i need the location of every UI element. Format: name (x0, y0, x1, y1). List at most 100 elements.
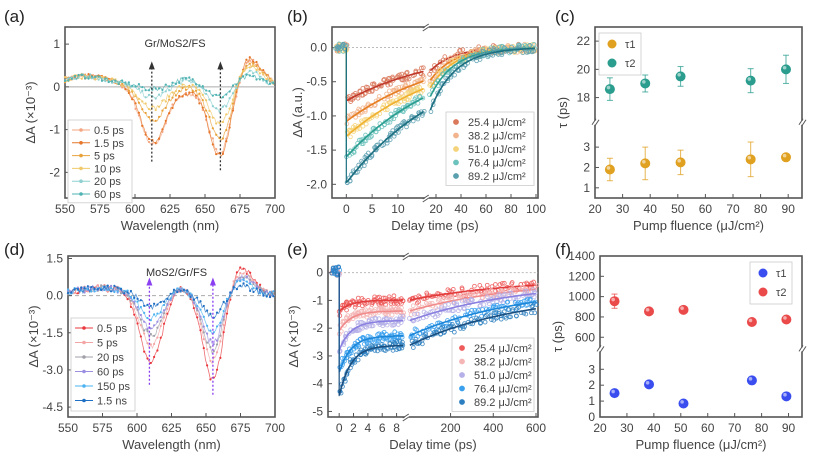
data-point (484, 282, 490, 288)
data-point (209, 312, 212, 315)
data-point (527, 43, 533, 48)
data-point (531, 41, 537, 47)
data-point (147, 140, 151, 144)
data-point (218, 121, 221, 125)
data-point (469, 307, 475, 313)
data-point (252, 279, 255, 282)
data-point (453, 63, 458, 69)
data-point (265, 290, 268, 293)
data-point (188, 85, 191, 89)
data-point (129, 299, 133, 302)
data-point (255, 70, 258, 74)
data-point (262, 72, 265, 75)
legend-marker (79, 141, 83, 145)
data-point (126, 298, 129, 301)
data-point (415, 311, 421, 317)
y-tick-label: 0 (53, 80, 60, 94)
data-point (228, 126, 231, 129)
y-axis-label: ΔA (×10⁻³) (286, 305, 301, 367)
x-tick-label: 30 (616, 202, 630, 216)
data-point (126, 289, 129, 292)
data-point (93, 290, 96, 293)
data-point (194, 94, 198, 97)
y-tick-label: 1 (588, 394, 595, 408)
data-point-highlight (748, 377, 753, 381)
data-point (202, 325, 205, 328)
data-point (154, 87, 157, 90)
data-point (123, 292, 126, 295)
arrow-head-icon (146, 277, 153, 286)
legend-label: 1.5 ps (94, 138, 124, 150)
data-point (609, 388, 620, 399)
legend-label: 20 ps (94, 176, 121, 188)
data-point (245, 64, 248, 67)
axis-break-gap (598, 347, 602, 352)
data-point (458, 293, 463, 299)
data-point (174, 82, 177, 85)
legend-box (70, 317, 136, 412)
data-point (262, 78, 265, 81)
data-point (481, 302, 487, 307)
y-tick-label: -1.5 (306, 143, 327, 157)
data-point (502, 291, 508, 297)
x-tick-label: 80 (754, 202, 768, 216)
data-point (174, 94, 177, 97)
data-point (219, 356, 222, 359)
data-point (248, 56, 251, 59)
data-point (255, 287, 258, 290)
data-point (84, 77, 87, 80)
x-tick-label: 400 (483, 421, 503, 435)
data-point (181, 79, 184, 82)
data-point (121, 86, 124, 89)
data-point (225, 297, 229, 300)
data-point (198, 84, 201, 87)
data-point (252, 62, 255, 65)
data-point (249, 289, 252, 292)
data-point (374, 113, 380, 119)
data-point (369, 130, 374, 136)
data-point (462, 305, 467, 311)
data-point (609, 296, 620, 307)
data-point (90, 77, 93, 80)
y-tick-label: -1.0 (306, 109, 327, 123)
x-tick-label: 10 (391, 202, 405, 216)
x-tick-label: 600 (526, 421, 546, 435)
data-point (96, 288, 99, 291)
data-point (114, 79, 117, 82)
data-point (94, 78, 97, 81)
data-point (353, 111, 359, 117)
data-point (211, 116, 214, 119)
data-point (252, 282, 255, 286)
data-point (363, 121, 369, 127)
data-point (83, 291, 86, 294)
data-point (184, 77, 188, 80)
series-τ2 (609, 293, 792, 328)
data-point (514, 313, 519, 319)
series-4 (334, 41, 537, 186)
legend-marker (82, 384, 86, 388)
data-point (484, 289, 490, 294)
data-point (376, 94, 382, 99)
data-point (70, 291, 73, 294)
data-point (109, 287, 113, 290)
data-point (225, 140, 228, 143)
data-point (215, 153, 218, 156)
legend-box (598, 32, 642, 76)
legend-label: 20 ps (97, 352, 124, 364)
y-tick-label: 2 (588, 378, 595, 392)
data-point (147, 108, 151, 111)
data-point-highlight (645, 307, 650, 312)
data-point (413, 336, 419, 342)
data-point (159, 336, 162, 339)
data-point (420, 95, 426, 101)
data-point (405, 81, 411, 86)
data-point (343, 48, 348, 54)
data-point (258, 67, 261, 70)
data-point (157, 105, 161, 108)
chart-panel-b: (b) 0 5 10 20 40 60 80 100 0.0 -0.5 -1.0 -1.5 -2.0 Del… (287, 7, 546, 233)
data-point (215, 122, 218, 125)
data-point (202, 315, 205, 318)
data-point (171, 84, 174, 87)
data-point (417, 85, 422, 90)
x-axis-label: Wavelength (nm) (122, 437, 221, 452)
